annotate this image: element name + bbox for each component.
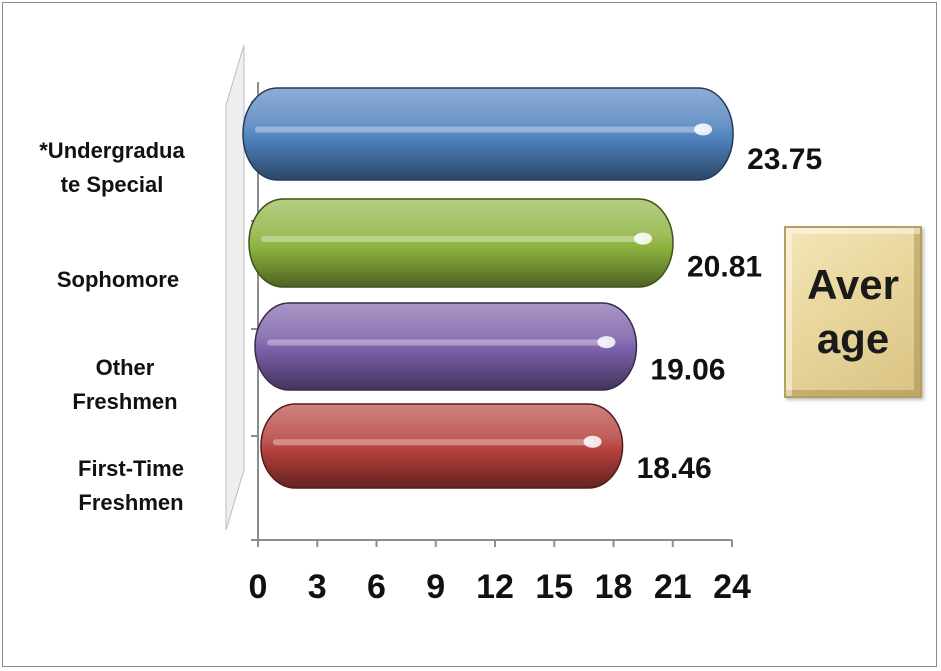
x-tick-label: 15: [535, 568, 573, 606]
bar-glint: [694, 123, 713, 136]
category-label: *Undergradua te Special: [39, 138, 185, 197]
bar-highlight: [255, 126, 706, 133]
bar-glint: [633, 232, 652, 245]
category-label: Other Freshmen: [72, 355, 178, 414]
x-tick-label: 21: [654, 568, 692, 606]
x-tick-label: 3: [308, 568, 327, 606]
x-tick-label: 9: [426, 568, 445, 606]
bar: [242, 87, 734, 181]
bar-highlight: [273, 439, 595, 446]
x-tick-label: 24: [713, 568, 751, 606]
bar-glint: [597, 336, 616, 349]
value-label: 20.81: [687, 250, 762, 283]
x-tick-label: 12: [476, 568, 514, 606]
x-tick-label: 0: [249, 568, 268, 606]
value-label: 18.46: [637, 452, 712, 485]
x-tick-label: 6: [367, 568, 386, 606]
bar: [248, 198, 674, 288]
category-label: First-Time Freshmen: [78, 456, 184, 515]
bar: [260, 403, 624, 489]
legend-box: Average: [784, 226, 922, 398]
bar: [254, 302, 638, 391]
x-tick-label: 18: [595, 568, 633, 606]
legend-text: Average: [807, 261, 899, 362]
bar-highlight: [267, 339, 609, 346]
category-label: Sophomore: [56, 267, 180, 292]
value-label: 19.06: [650, 354, 725, 387]
bar-highlight: [261, 235, 645, 242]
bar-glint: [583, 435, 602, 448]
chart-back-wall: [225, 44, 245, 531]
value-label: 23.75: [747, 143, 822, 176]
